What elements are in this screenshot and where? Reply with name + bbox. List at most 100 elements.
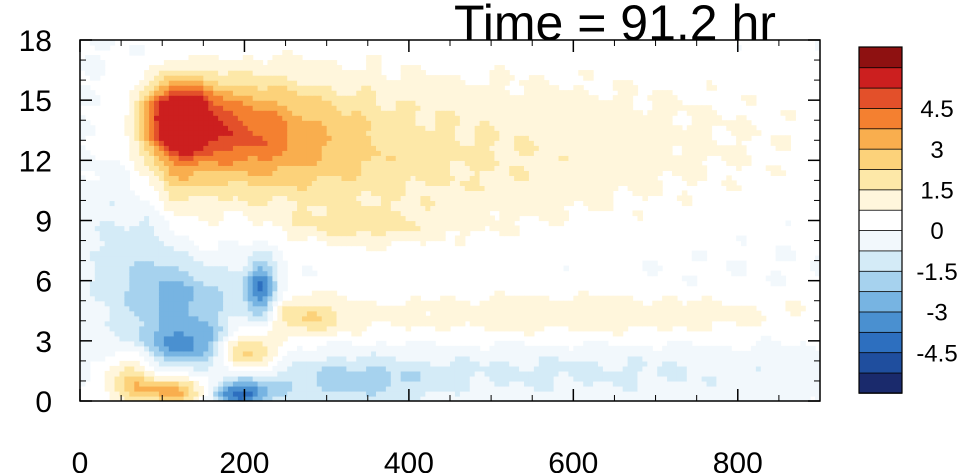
heatmap-cell <box>667 350 673 357</box>
heatmap-cell <box>548 315 555 322</box>
heatmap-cell <box>267 150 273 156</box>
heatmap-cell <box>154 325 160 332</box>
heatmap-cell <box>302 330 308 337</box>
heatmap-cell <box>380 385 387 392</box>
heatmap-cell <box>647 320 653 327</box>
heatmap-cell <box>578 295 584 302</box>
heatmap-cell <box>558 395 565 401</box>
heatmap-cell <box>341 295 347 302</box>
heatmap-cell <box>198 345 204 352</box>
heatmap-cell <box>676 170 683 176</box>
heatmap-cell <box>297 385 303 392</box>
heatmap-cell <box>790 305 796 312</box>
heatmap-cell <box>795 300 801 307</box>
heatmap-cell <box>445 390 451 397</box>
heatmap-cell <box>223 390 229 397</box>
heatmap-cell <box>440 235 446 242</box>
heatmap-cell <box>568 180 574 186</box>
heatmap-cell <box>676 390 683 397</box>
heatmap-cell <box>553 165 560 171</box>
heatmap-cell <box>533 180 540 186</box>
heatmap-cell <box>602 345 609 352</box>
heatmap-cell <box>257 170 264 176</box>
heatmap-cell <box>213 360 219 367</box>
heatmap-cell <box>474 195 481 202</box>
heatmap-cell <box>104 300 111 307</box>
heatmap-cell <box>514 395 520 401</box>
heatmap-cell <box>154 380 160 387</box>
heatmap-cell <box>410 310 417 317</box>
heatmap-cell <box>84 215 91 222</box>
heatmap-cell <box>681 200 688 207</box>
heatmap-cell <box>450 380 456 387</box>
heatmap-cell <box>109 325 116 332</box>
heatmap-cell <box>124 300 130 307</box>
heatmap-cell <box>173 350 180 357</box>
heatmap-cell <box>504 175 510 181</box>
heatmap-cell <box>533 155 540 161</box>
heatmap-cell <box>129 255 135 262</box>
heatmap-cell <box>464 210 471 217</box>
heatmap-cell <box>119 330 125 337</box>
heatmap-cell <box>805 355 811 362</box>
heatmap-cell <box>129 265 135 272</box>
heatmap-cell <box>203 370 209 377</box>
heatmap-cell <box>99 200 106 207</box>
heatmap-cell <box>114 300 121 307</box>
heatmap-cell <box>672 300 678 307</box>
heatmap-cell <box>410 230 417 237</box>
heatmap-cell <box>588 325 594 332</box>
heatmap-cell <box>533 210 540 217</box>
heatmap-cell <box>376 380 382 387</box>
heatmap-cell <box>395 360 402 367</box>
heatmap-cell <box>494 320 500 327</box>
heatmap-cell <box>435 360 441 367</box>
heatmap-cell <box>415 235 421 242</box>
heatmap-cell <box>94 270 101 277</box>
heatmap-cell <box>795 385 801 392</box>
heatmap-cell <box>282 275 288 282</box>
heatmap-cell <box>459 225 466 232</box>
heatmap-cell <box>494 380 500 387</box>
heatmap-cell <box>119 200 125 207</box>
heatmap-cell <box>158 365 165 372</box>
heatmap-cell <box>223 245 229 252</box>
heatmap-cell <box>104 305 111 312</box>
heatmap-cell <box>691 315 698 322</box>
heatmap-cell <box>622 150 629 156</box>
heatmap-cell <box>208 185 214 192</box>
heatmap-cell <box>262 150 269 156</box>
heatmap-cell <box>430 165 436 171</box>
heatmap-cell <box>795 360 801 367</box>
heatmap-cell <box>188 205 195 212</box>
heatmap-cell <box>410 200 417 207</box>
heatmap-cell <box>257 165 264 171</box>
heatmap-cell <box>410 205 417 212</box>
heatmap-cell <box>376 215 382 222</box>
heatmap-cell <box>173 380 180 387</box>
heatmap-cell <box>499 230 505 237</box>
heatmap-cell <box>232 290 239 297</box>
heatmap-cell <box>696 300 703 307</box>
heatmap-cell <box>440 155 446 161</box>
heatmap-cell <box>494 165 500 171</box>
heatmap-cell <box>302 360 308 367</box>
heatmap-cell <box>440 390 446 397</box>
heatmap-cell <box>765 335 772 342</box>
heatmap-cell <box>188 345 195 352</box>
heatmap-cell <box>741 235 747 242</box>
heatmap-cell <box>750 395 757 401</box>
heatmap-cell <box>410 360 417 367</box>
heatmap-cell <box>602 200 609 207</box>
heatmap-cell <box>262 165 269 171</box>
heatmap-cell <box>351 145 357 151</box>
heatmap-cell <box>425 320 431 327</box>
heatmap-cell <box>622 295 629 302</box>
heatmap-cell <box>119 225 125 232</box>
heatmap-cell <box>331 315 338 322</box>
heatmap-cell <box>494 155 500 161</box>
heatmap-cell <box>129 290 135 297</box>
heatmap-cell <box>770 165 777 171</box>
heatmap-cell <box>528 375 535 382</box>
heatmap-cell <box>736 310 742 317</box>
